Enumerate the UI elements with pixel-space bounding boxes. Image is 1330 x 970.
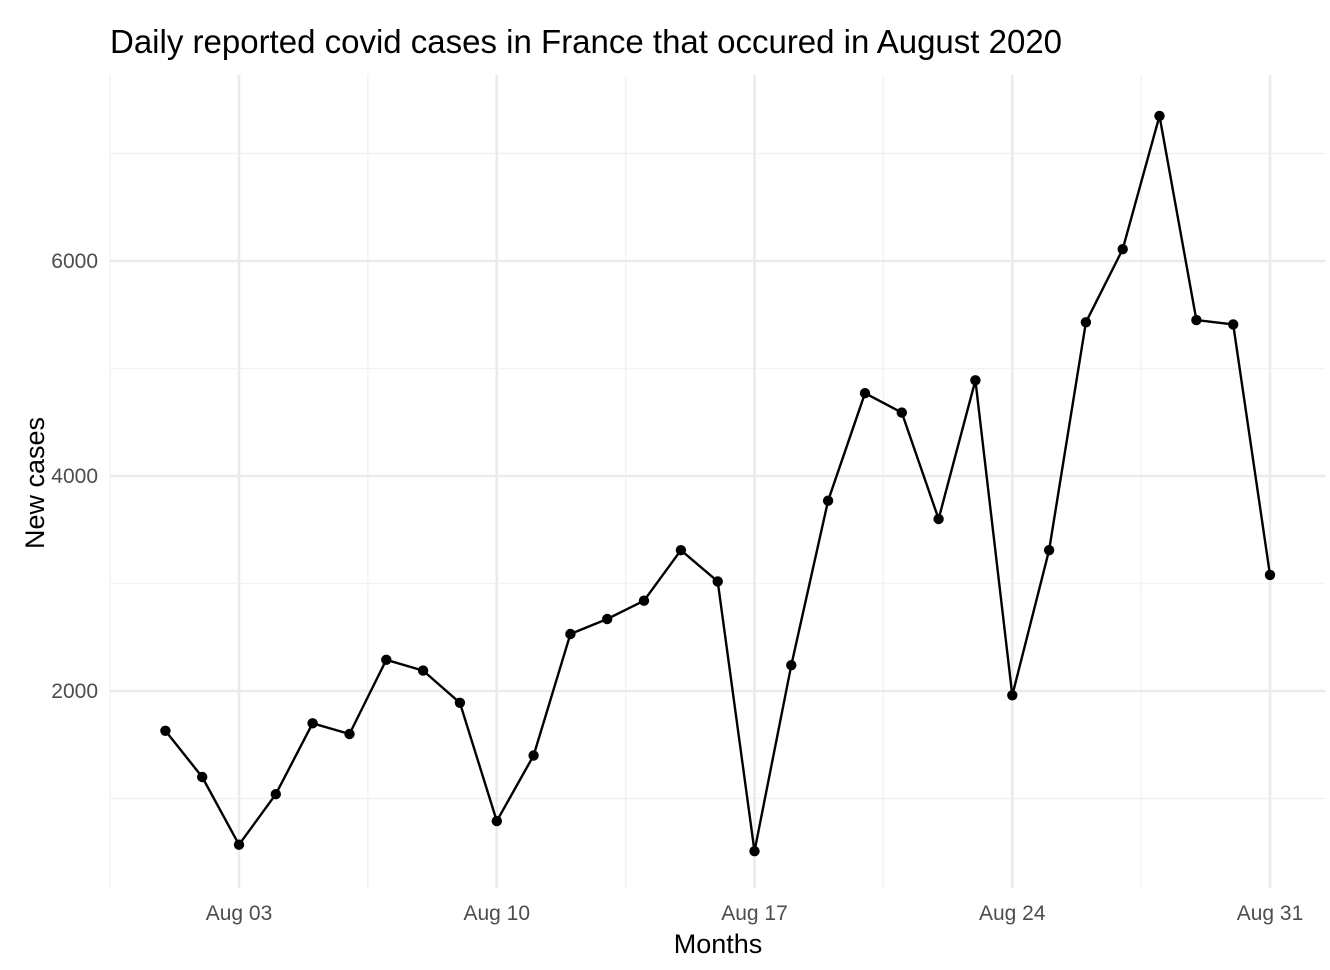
data-point	[822, 495, 834, 506]
y-tick-label: 2000	[51, 680, 98, 703]
data-point	[638, 595, 650, 606]
data-point	[749, 846, 760, 857]
data-point	[197, 771, 208, 783]
data-point	[859, 388, 871, 399]
data-point	[1228, 319, 1239, 330]
data-point	[1191, 314, 1202, 326]
x-tick-label: Aug 31	[1237, 902, 1304, 925]
data-point	[1043, 545, 1055, 556]
data-point	[786, 660, 797, 671]
x-tick-label: Aug 03	[206, 902, 273, 925]
data-point	[381, 654, 392, 665]
x-tick-label: Aug 10	[463, 902, 530, 925]
data-point	[970, 375, 981, 386]
data-point	[1264, 569, 1276, 581]
data-point	[1007, 690, 1018, 701]
data-point	[417, 665, 429, 676]
x-tick-label: Aug 24	[979, 902, 1046, 925]
data-point	[528, 750, 539, 761]
data-point	[491, 815, 502, 827]
chart-title: Daily reported covid cases in France tha…	[110, 23, 1062, 60]
y-tick-label: 4000	[51, 465, 98, 488]
data-point	[344, 728, 355, 740]
data-points	[160, 110, 1276, 857]
data-point	[1154, 110, 1165, 122]
x-axis-title: Months	[674, 929, 763, 959]
data-point	[602, 613, 613, 625]
x-axis-tick-labels: Aug 03 Aug 10 Aug 17 Aug 24 Aug 31	[206, 902, 1304, 925]
data-point	[933, 513, 944, 525]
series-line	[164, 114, 1272, 853]
data-point	[160, 725, 171, 736]
data-point	[896, 407, 907, 418]
data-point	[233, 839, 245, 850]
major-gridlines	[110, 75, 1326, 888]
data-point	[1080, 317, 1092, 328]
y-axis-title: New cases	[20, 417, 50, 549]
data-point	[712, 576, 723, 587]
data-point	[307, 718, 318, 729]
minor-gridlines	[109, 75, 1326, 888]
data-point	[454, 697, 466, 708]
data-point	[270, 789, 281, 800]
y-tick-label: 6000	[51, 250, 98, 273]
x-tick-label: Aug 17	[721, 902, 788, 925]
data-point	[565, 628, 576, 640]
y-axis-tick-labels: 2000 4000 6000	[51, 250, 98, 703]
data-point	[675, 545, 687, 556]
data-point	[1117, 244, 1128, 255]
